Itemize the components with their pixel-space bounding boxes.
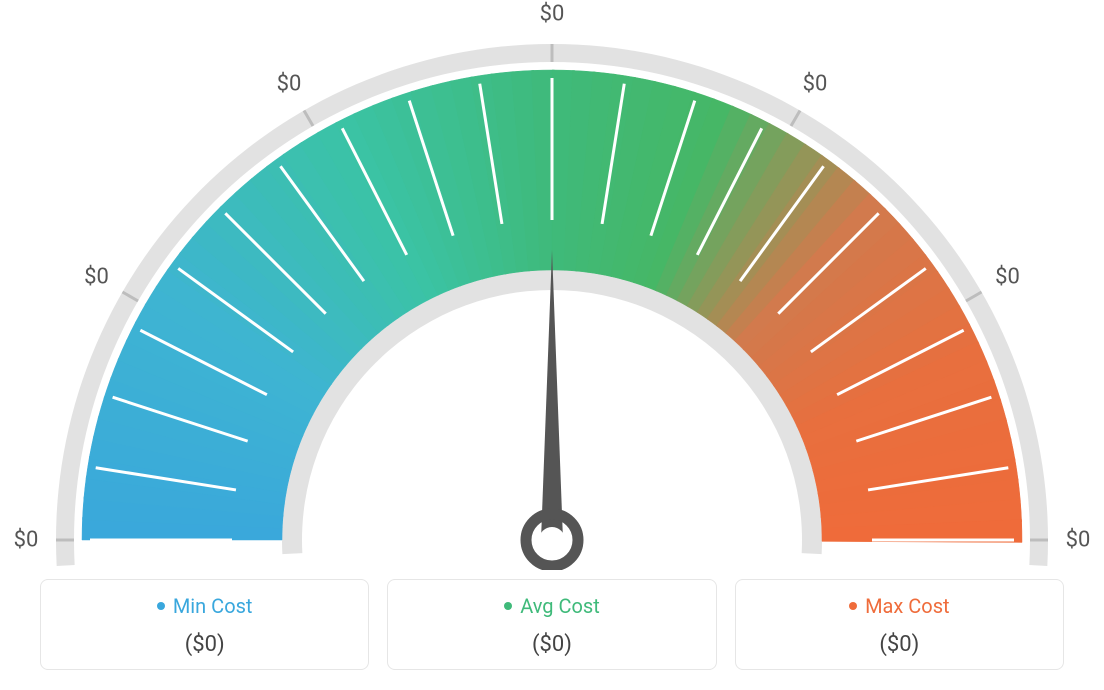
legend-label-max: Max Cost [865,594,950,618]
legend-row: Min Cost ($0) Avg Cost ($0) Max Cost ($0… [40,579,1064,670]
legend-label-min: Min Cost [173,594,253,618]
gauge-tick-label: $0 [14,528,39,553]
gauge-tick-label: $0 [1066,528,1091,553]
legend-dot-min [157,602,165,610]
legend-card-max: Max Cost ($0) [735,579,1064,670]
legend-card-min: Min Cost ($0) [40,579,369,670]
legend-value-avg: ($0) [396,632,707,657]
legend-value-min: ($0) [49,632,360,657]
gauge-tick-label: $0 [277,72,302,97]
legend-dot-max [849,602,857,610]
legend-title-avg: Avg Cost [504,594,600,618]
gauge-tick-label: $0 [995,265,1020,290]
legend-label-avg: Avg Cost [520,594,600,618]
legend-dot-avg [504,602,512,610]
gauge-svg [22,10,1082,570]
cost-gauge-chart: $0 $0 $0 $0 $0 $0 $0 Min Cost ($0) Avg Cost ($… [0,0,1104,690]
gauge-tick-label: $0 [84,265,109,290]
legend-value-max: ($0) [744,632,1055,657]
gauge-tick-label: $0 [540,2,565,27]
legend-title-min: Min Cost [157,594,253,618]
gauge: $0$0$0$0$0$0$0 [22,10,1082,570]
gauge-tick-label: $0 [803,72,828,97]
legend-card-avg: Avg Cost ($0) [387,579,716,670]
legend-title-max: Max Cost [849,594,950,618]
